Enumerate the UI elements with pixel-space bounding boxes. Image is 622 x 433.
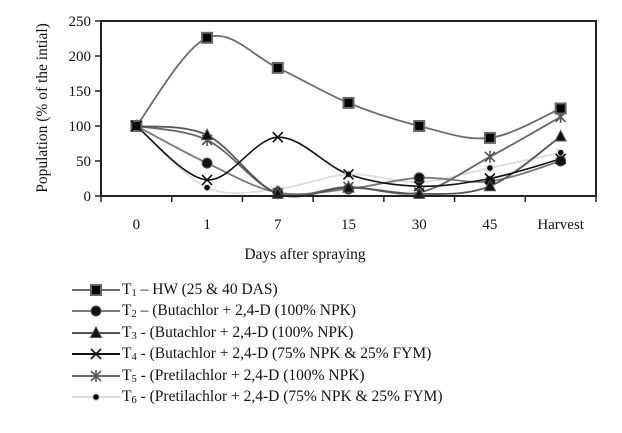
y-tick-label: 0 bbox=[84, 189, 92, 205]
y-tick-label: 50 bbox=[76, 154, 91, 170]
data-point-t4 bbox=[413, 180, 425, 192]
data-point-t1 bbox=[271, 61, 284, 74]
data-point-t2 bbox=[555, 155, 567, 167]
legend-label: T3 - (Butachlor + 2,4-D (100% NPK) bbox=[122, 323, 354, 342]
data-point-t6 bbox=[202, 183, 212, 192]
legend-item-t2: T2 – (Butachlor + 2,4-D (100% NPK) bbox=[72, 301, 443, 323]
data-point-t1 bbox=[342, 96, 355, 109]
data-point-t4 bbox=[342, 168, 355, 180]
legend-label: T2 – (Butachlor + 2,4-D (100% NPK) bbox=[122, 302, 356, 321]
legend-item-t6: T6 - (Pretilachlor + 2,4-D (75% NPK & 25… bbox=[72, 387, 443, 409]
plot-frame bbox=[100, 20, 597, 197]
data-point-t1 bbox=[413, 120, 426, 132]
y-tick-label: 200 bbox=[69, 49, 92, 65]
legend-marker-dot-icon bbox=[91, 393, 101, 402]
legend-marker-star-icon bbox=[90, 369, 102, 382]
legend-swatch-triangle-icon bbox=[72, 325, 120, 338]
x-axis: 0 1 7 15 30 45 Harvest bbox=[100, 196, 597, 233]
x-tick-label: 15 bbox=[341, 217, 356, 233]
legend-label: T4 - (Butachlor + 2,4-D (75% NPK & 25% F… bbox=[122, 345, 432, 364]
data-point-t2 bbox=[413, 172, 425, 184]
y-axis-title: Population (% of the intial) bbox=[34, 23, 51, 193]
x-tick-label: 7 bbox=[274, 217, 282, 233]
y-tick-label: 250 bbox=[69, 14, 92, 30]
y-tick-label: 150 bbox=[69, 84, 92, 100]
x-tick-label: Harvest bbox=[537, 217, 584, 233]
series-line-t1 bbox=[135, 35, 561, 140]
data-point-t6 bbox=[556, 148, 565, 157]
legend-swatch-star-icon bbox=[72, 369, 120, 382]
legend-marker-triangle-icon bbox=[89, 325, 103, 338]
x-tick-label: 0 bbox=[133, 217, 141, 233]
legend-marker-square-icon bbox=[90, 283, 102, 296]
legend-swatch-circle-icon bbox=[72, 305, 120, 317]
x-tick-label: 30 bbox=[412, 217, 427, 233]
legend-label: T5 - (Pretilachlor + 2,4-D (100% NPK) bbox=[122, 366, 365, 385]
data-point-t4 bbox=[130, 120, 142, 132]
data-point-t4 bbox=[484, 172, 496, 185]
legend-marker-x-icon bbox=[90, 348, 102, 360]
series-markers bbox=[130, 31, 567, 200]
legend-label: T1 – HW (25 & 40 DAS) bbox=[122, 280, 278, 299]
x-tick-label: 1 bbox=[203, 217, 211, 233]
y-axis: 0 50 100 150 200 250 bbox=[69, 14, 101, 205]
data-point-t6 bbox=[485, 163, 495, 173]
legend-swatch-square-icon bbox=[72, 283, 120, 296]
legend-item-t4: T4 - (Butachlor + 2,4-D (75% NPK & 25% F… bbox=[72, 344, 443, 366]
y-tick-label: 100 bbox=[69, 119, 92, 135]
data-point-t3 bbox=[483, 179, 497, 192]
data-point-t3 bbox=[554, 129, 567, 142]
data-point-t1 bbox=[483, 131, 496, 144]
data-point-t4 bbox=[201, 174, 213, 186]
data-point-t2 bbox=[201, 157, 213, 169]
legend-item-t5: T5 - (Pretilachlor + 2,4-D (100% NPK) bbox=[72, 365, 443, 387]
data-point-t5 bbox=[484, 150, 496, 163]
data-point-t3 bbox=[342, 180, 355, 193]
x-axis-title: Days after spraying bbox=[244, 246, 366, 263]
legend-swatch-dot-icon bbox=[72, 393, 120, 402]
data-point-t4 bbox=[272, 131, 284, 143]
data-point-t4 bbox=[555, 153, 567, 165]
x-tick-label: 45 bbox=[482, 217, 497, 233]
legend-marker-circle-icon bbox=[90, 305, 102, 317]
data-point-t1 bbox=[554, 102, 567, 115]
data-point-t3 bbox=[200, 128, 214, 141]
legend-item-t3: T3 - (Butachlor + 2,4-D (100% NPK) bbox=[72, 322, 443, 344]
legend-label: T6 - (Pretilachlor + 2,4-D (75% NPK & 25… bbox=[122, 388, 443, 407]
legend-item-t1: T1 – HW (25 & 40 DAS) bbox=[72, 279, 443, 301]
legend-swatch-x-icon bbox=[72, 348, 120, 360]
legend: T1 – HW (25 & 40 DAS) T2 – (Butachlor + 2… bbox=[72, 279, 443, 408]
data-point-t1 bbox=[201, 31, 214, 44]
line-chart: 0 50 100 150 200 250 0 1 7 15 30 45 Harvest Days af… bbox=[34, 14, 597, 263]
